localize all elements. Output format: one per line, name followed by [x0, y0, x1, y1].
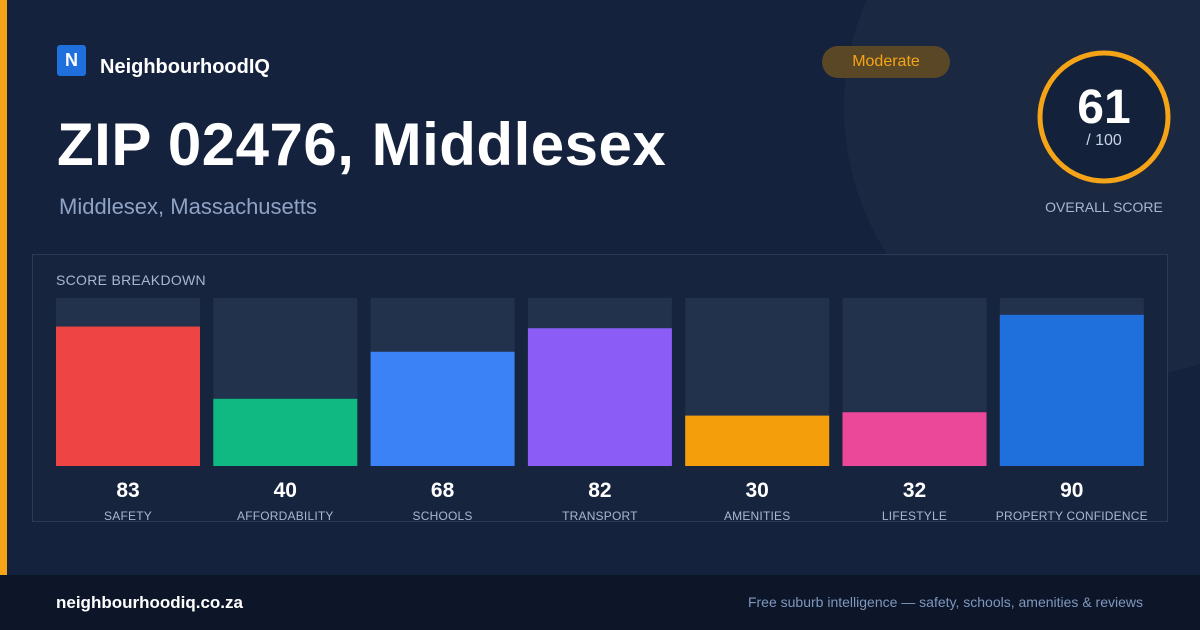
brand-name: NeighbourhoodIQ: [100, 56, 270, 78]
bar-category-label: PROPERTY CONFIDENCE: [995, 509, 1148, 523]
bar-category-label: SAFETY: [104, 509, 152, 523]
score-breakdown-chart: [56, 298, 1144, 466]
score-breakdown-heading: SCORE BREAKDOWN: [56, 272, 206, 288]
bar-value-label: 83: [116, 479, 140, 502]
footer-tagline: Free suburb intelligence — safety, schoo…: [747, 594, 1143, 610]
overall-score-ring: [1031, 44, 1177, 190]
bar-property-confidence: [999, 314, 1144, 466]
page-subtitle: Middlesex, Massachusetts: [59, 194, 317, 219]
footer-site-link[interactable]: neighbourhoodiq.co.za: [56, 593, 243, 612]
bar-transport: [527, 328, 672, 466]
bar-affordability: [213, 398, 358, 466]
logo-icon: N: [57, 45, 86, 76]
overall-score-max: / 100: [1086, 132, 1122, 149]
bar-category-label: LIFESTYLE: [881, 509, 948, 523]
bar-value-label: 82: [588, 479, 612, 502]
bar-safety: [56, 326, 200, 466]
footer: [0, 575, 1200, 630]
rating-badge: Moderate: [822, 46, 950, 78]
bar-amenities: [685, 415, 830, 466]
bar-schools: [370, 351, 515, 466]
bar-category-label: AFFORDABILITY: [236, 509, 334, 523]
bar-value-label: 40: [273, 479, 297, 502]
bar-lifestyle: [842, 412, 987, 466]
overall-score-caption: OVERALL SCORE: [1045, 199, 1163, 215]
bar-value-label: 90: [1060, 479, 1084, 502]
bar-value-label: 68: [430, 479, 455, 502]
bar-category-label: SCHOOLS: [412, 509, 473, 523]
bar-value-label: 32: [902, 479, 927, 502]
bar-value-label: 30: [745, 479, 769, 502]
accent-bar: [0, 0, 7, 575]
bar-category-label: AMENITIES: [723, 509, 791, 523]
bar-category-label: TRANSPORT: [562, 509, 638, 523]
page-title: ZIP 02476, Middlesex: [57, 111, 667, 178]
overall-score-value: 61: [1077, 81, 1131, 134]
score-ring-stroke: [1037, 50, 1171, 184]
